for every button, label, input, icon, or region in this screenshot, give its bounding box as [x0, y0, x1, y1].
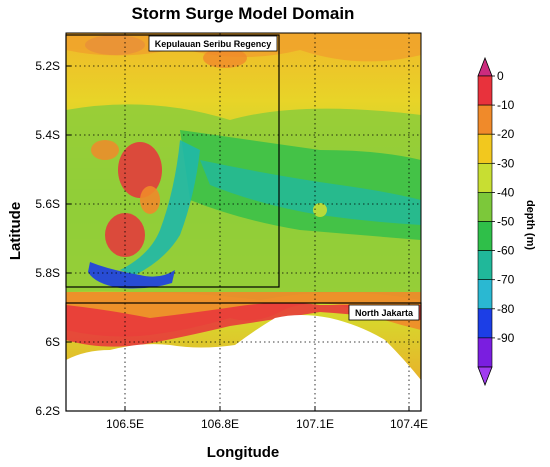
colorbar-tick-label: 0 — [497, 69, 504, 83]
colorbar-segment — [477, 133, 493, 164]
colorbar-segment — [477, 308, 493, 339]
y-tick-label: 5.4S — [35, 128, 60, 142]
depth-map — [66, 33, 421, 411]
y-tick-label: 5.8S — [35, 266, 60, 280]
map-title: Storm Surge Model Domain — [132, 4, 355, 23]
region-label-kepulauan-seribu: Kepulauan Seribu Regency — [155, 39, 272, 49]
colorbar-tick-label: -40 — [497, 185, 515, 199]
colorbar-segment — [477, 221, 493, 251]
x-tick-label: 107.1E — [296, 417, 334, 431]
domain-box-kepulauan-seribu — [65, 34, 280, 288]
x-tick-label: 106.5E — [106, 417, 144, 431]
colorbar-segment — [477, 163, 493, 193]
y-axis-title: Latitude — [7, 202, 24, 260]
colorbar-tick-label: -50 — [497, 215, 515, 229]
x-tick-label: 106.8E — [201, 417, 239, 431]
colorbar-tick-label: -30 — [497, 156, 515, 170]
x-tick-label: 107.4E — [390, 417, 428, 431]
colorbar-cap-top — [477, 56, 493, 77]
y-tick-label: 6S — [45, 335, 60, 349]
grid-lines — [66, 33, 421, 411]
y-tick-label: 5.2S — [35, 59, 60, 73]
colorbar-tick-label: -90 — [497, 331, 515, 345]
colorbar-tick-label: -10 — [497, 98, 515, 112]
colorbar-tick-label: -60 — [497, 244, 515, 258]
colorbar: 0 -10 -20 -30 -40 -50 -60 -70 -80 -90 — [477, 56, 515, 387]
colorbar-segment — [477, 337, 493, 368]
region-label-north-jakarta: North Jakarta — [355, 308, 414, 318]
colorbar-segment — [477, 192, 493, 222]
colorbar-label: depth (m) — [524, 200, 536, 250]
colorbar-segment — [477, 279, 493, 310]
colorbar-tick-label: -80 — [497, 302, 515, 316]
colorbar-tick-label: -70 — [497, 273, 515, 287]
region-label-box-2 — [348, 304, 420, 321]
colorbar-segment — [477, 75, 493, 106]
y-tick-label: 5.6S — [35, 197, 60, 211]
colorbar-segment — [477, 250, 493, 281]
x-axis-title: Longitude — [207, 444, 279, 461]
y-tick-label: 6.2S — [35, 404, 60, 418]
domain-box-north-jakarta — [65, 302, 422, 412]
colorbar-tick-label: -20 — [497, 127, 515, 141]
axis-ticks — [66, 65, 410, 411]
colorbar-cap-bottom — [477, 366, 493, 387]
region-label-box-1 — [148, 35, 278, 52]
colorbar-segment — [477, 104, 493, 135]
